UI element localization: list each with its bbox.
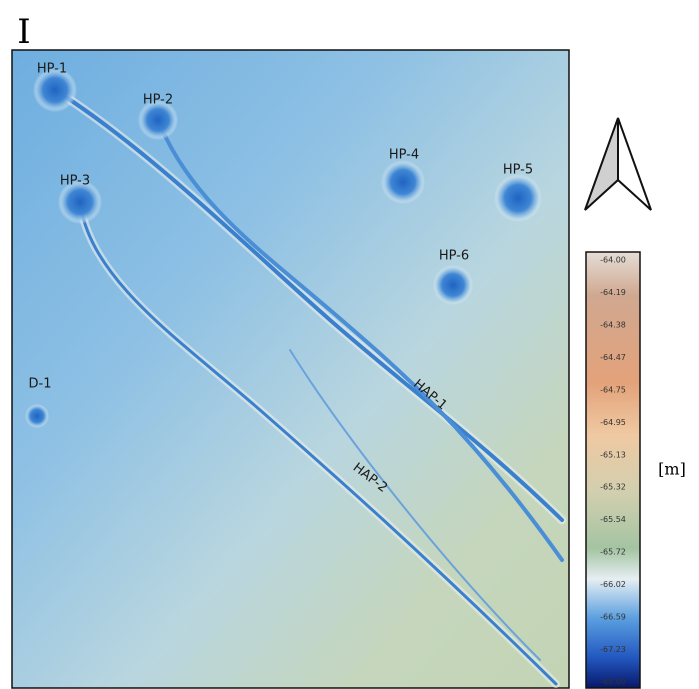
hole: [494, 174, 542, 222]
colorbar-tick-label: -64.38: [600, 320, 626, 329]
colorbar-tick-label: -64.47: [600, 353, 626, 362]
colorbar-tick-label: -65.72: [600, 548, 626, 557]
site-label: D-1: [29, 377, 52, 392]
map-frame: [12, 50, 569, 688]
colorbar-tick-label: -65.13: [600, 450, 626, 459]
colorbar-tick-label: -66.02: [600, 580, 626, 589]
site-label: HP-2: [143, 93, 173, 108]
site-label: HP-5: [503, 163, 533, 178]
colorbar-tick-label: -65.32: [600, 483, 626, 492]
arrow-right: [618, 118, 651, 210]
colorbar-tick-label: -67.23: [600, 645, 626, 654]
site-label: HP-1: [37, 62, 67, 77]
figure: I HP-1HP-2HP-3HP-4HP-5HP-6D-1HAP-1HAP-2 …: [0, 0, 699, 689]
site-label: HP-6: [439, 249, 469, 264]
colorbar: [586, 252, 640, 688]
colorbar-tick-label: -64.19: [600, 288, 626, 297]
site-label: HP-3: [60, 174, 90, 189]
colorbar-tick-label: -64.00: [600, 256, 626, 265]
hole: [381, 160, 425, 204]
hole: [433, 265, 473, 305]
hole: [25, 404, 49, 428]
colorbar-tick-label: -68.00: [600, 678, 626, 687]
colorbar-tick-label: -64.95: [600, 418, 626, 427]
colorbar-tick-label: -65.54: [600, 515, 626, 524]
colorbar-tick-label: -66.59: [600, 613, 626, 622]
site-label: HP-4: [389, 148, 419, 163]
north-arrow: [585, 118, 651, 210]
panel-label: I: [17, 12, 30, 52]
colorbar-tick-label: -64.75: [600, 385, 626, 394]
page: {"panel_label": "I", "map": {"labels": […: [0, 0, 699, 689]
colorbar-unit: [m]: [658, 460, 686, 479]
arrow-left: [585, 118, 618, 210]
